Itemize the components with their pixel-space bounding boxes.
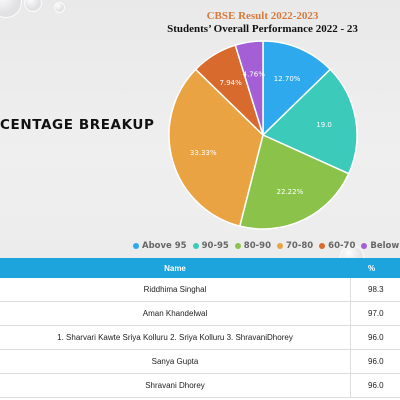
- student-name: Shravani Dhorey: [145, 381, 205, 390]
- legend-label: 60-70: [328, 241, 356, 251]
- pie-slice-below-60: [234, 40, 264, 136]
- table-row: Shravani Dhorey 96.0: [0, 374, 400, 398]
- column-divider: [350, 374, 351, 397]
- pie-slice-label: 19.0: [316, 121, 332, 129]
- pie-slice-70-80: [168, 68, 264, 228]
- column-header-name: Name: [164, 264, 186, 273]
- decorative-bubble: [54, 2, 65, 13]
- student-name: Aman Khandelwal: [142, 309, 208, 318]
- pie-slice-label: 4.76%: [243, 71, 266, 79]
- column-divider: [350, 302, 351, 325]
- student-score: 96.0: [368, 357, 384, 366]
- legend-swatch: [192, 243, 199, 249]
- legend-label: Below 6: [370, 241, 400, 251]
- column-header-score: %: [368, 264, 376, 273]
- legend-swatch: [276, 243, 283, 249]
- legend-item[interactable]: 80-90: [234, 241, 271, 251]
- student-score: 96.0: [368, 333, 384, 342]
- chart-title: CBSE Result 2022-2023: [206, 10, 319, 22]
- column-divider: [350, 278, 351, 301]
- legend-swatch: [361, 243, 368, 249]
- student-score: 96.0: [368, 381, 384, 390]
- legend-label: Above 95: [142, 241, 187, 251]
- chart-panel: CENTAGE BREAKUP CBSE Result 2022-2023 St…: [0, 0, 400, 258]
- column-divider: [350, 326, 351, 349]
- legend-swatch: [319, 243, 326, 249]
- pie-slice-label: 7.94%: [220, 79, 243, 87]
- student-name: 1. Sharvari Kawte Sriya Kolluru 2. Sriya…: [57, 333, 293, 342]
- section-heading: CENTAGE BREAKUP: [0, 117, 155, 133]
- table-row: Riddhima Singhal 98.3: [0, 278, 400, 302]
- student-name: Sanya Gupta: [151, 357, 199, 366]
- pie-slice-label: 33.33%: [190, 149, 217, 157]
- student-score: 97.0: [368, 309, 384, 318]
- column-divider: [350, 350, 351, 373]
- pie-slice-label: 22.22%: [277, 188, 304, 196]
- table-row: Aman Khandelwal 97.0: [0, 302, 400, 326]
- legend-label: 80-90: [243, 241, 271, 251]
- legend-label: 70-80: [285, 241, 314, 251]
- legend-item[interactable]: Above 95: [133, 241, 187, 251]
- pie-chart: 12.70% 19.0 22.22% 33.33% 7.94%4.76%: [168, 40, 358, 230]
- pie-slice-90-95: [261, 68, 358, 175]
- chart-subtitle: Students’ Overall Performance 2022 - 23: [167, 23, 358, 35]
- pie-slice-80-90: [238, 133, 350, 230]
- chart-legend: Above 95 90-95 80-90 70-80 60-70 Below 6: [133, 239, 400, 253]
- table-row: 1. Sharvari Kawte Sriya Kolluru 2. Sriya…: [0, 326, 400, 350]
- legend-swatch: [133, 243, 139, 249]
- legend-item[interactable]: Below 6: [361, 241, 400, 251]
- pie-slice-above-95: [262, 40, 332, 137]
- student-score: 98.3: [368, 285, 384, 294]
- legend-item[interactable]: 70-80: [276, 241, 314, 251]
- legend-swatch: [234, 243, 241, 249]
- student-name: Riddhima Singhal: [143, 285, 207, 294]
- table-row: Sanya Gupta 96.0: [0, 350, 400, 374]
- table-header-row: Name %: [0, 258, 400, 278]
- results-table: Name % Riddhima Singhal 98.3 Aman Khande…: [0, 258, 400, 400]
- legend-label: 90-95: [201, 241, 229, 251]
- legend-item[interactable]: 60-70: [319, 241, 355, 251]
- pie-slice-label: 12.70%: [274, 75, 301, 83]
- legend-item[interactable]: 90-95: [192, 241, 229, 251]
